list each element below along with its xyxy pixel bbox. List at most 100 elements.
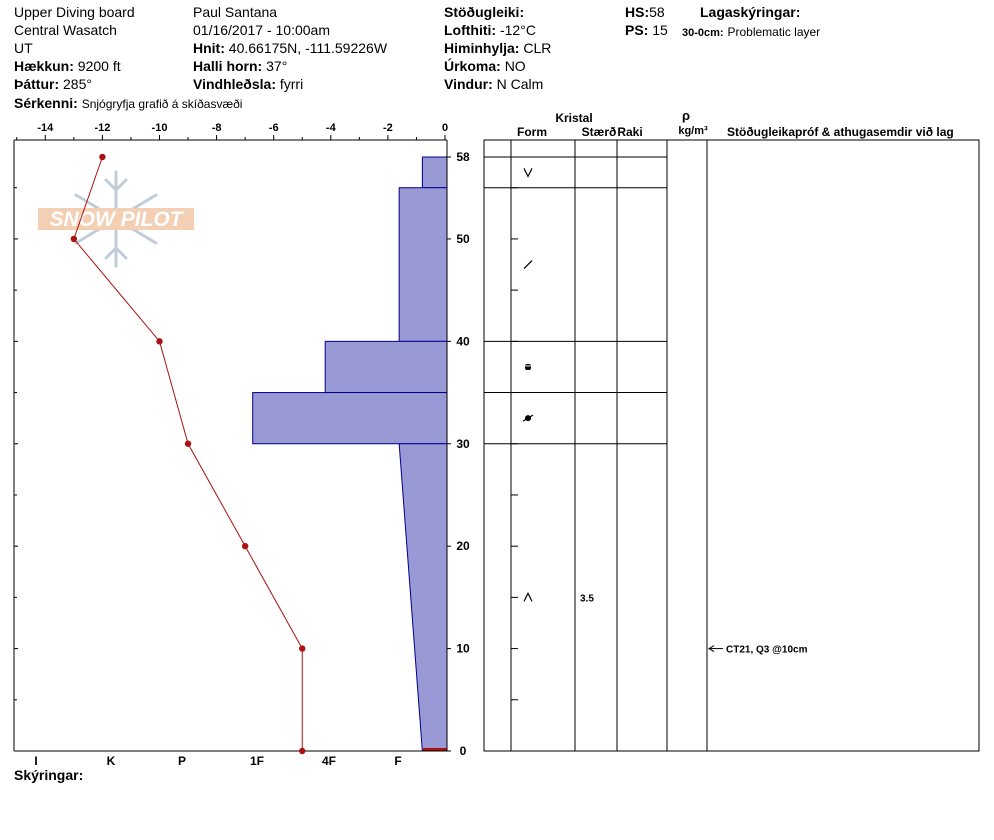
hardness-tick-label: 1F: [250, 754, 264, 768]
size-header: Stærð: [582, 125, 617, 139]
stability-test-label: CT21, Q3 @10cm: [726, 645, 808, 656]
hardness-tick-label: 4F: [322, 754, 336, 768]
grain-symbol-melt-freeze-icon: [525, 363, 531, 370]
form-header: Form: [517, 125, 547, 139]
hardness-bar: [398, 187, 448, 342]
temperature-point: [184, 440, 192, 447]
hs-row: HS:58: [625, 3, 665, 21]
observer-name: Paul Santana: [193, 4, 278, 20]
temperature-point: [241, 542, 249, 550]
sky-label: Himinhylja:: [444, 40, 520, 56]
features-value: Snjógryfja grafið á skíðasvæði: [81, 97, 243, 111]
observation-datetime: 01/16/2017 - 10:00am: [193, 22, 330, 38]
temp-tick-label: -12: [94, 122, 110, 134]
layer-note-row: 30-0cm: Problematic layer: [682, 22, 820, 42]
hs-value: 58: [649, 4, 665, 20]
temp-tick-label: -4: [326, 122, 337, 134]
temperature-point: [99, 153, 106, 161]
temperature-point: [299, 645, 306, 652]
density-symbol: ρ: [682, 108, 690, 123]
ps-label: PS:: [625, 22, 649, 38]
wind-value: N Calm: [496, 76, 544, 92]
layer-note-range: 30-0cm:: [682, 27, 724, 39]
slope-row: Halli horn: 37°: [193, 57, 287, 75]
hardness-tick-label: P: [178, 754, 186, 768]
hardness-bar: [324, 340, 448, 394]
aspect-row: Þáttur: 285°: [14, 75, 92, 93]
elevation-value: 9200 ft: [77, 58, 121, 74]
temperature-line: [73, 156, 303, 751]
hardness-bar: [421, 156, 448, 189]
hardness-tick-label: K: [107, 754, 116, 768]
logo-text: SNOW PILOT: [50, 208, 185, 231]
grain-size-label: 3.5: [580, 593, 594, 604]
crystal-header: Kristal: [555, 111, 592, 125]
temperature-point: [70, 235, 78, 243]
grain-symbol-faceted-icon: [523, 592, 533, 602]
precip-value: NO: [504, 58, 526, 74]
hardness-bar: [398, 443, 448, 752]
temp-tick-label: -6: [269, 122, 279, 134]
wind-row: Vindur: N Calm: [444, 75, 543, 93]
rf-slash: [522, 414, 534, 422]
ps-row: PS: 15: [625, 21, 668, 39]
temp-tick-label: 0: [442, 122, 448, 134]
mf-shape: [525, 363, 531, 370]
features-row: Sérkenni: Snjógryfja grafið á skíðasvæði: [14, 94, 242, 113]
temp-tick-label: -2: [383, 122, 393, 134]
moisture-header: Raki: [617, 125, 642, 139]
state-name: UT: [14, 40, 33, 56]
temp-tick-label: -10: [152, 122, 168, 134]
ps-value: 15: [652, 22, 668, 38]
temperature-point: [299, 747, 306, 755]
sky-value: CLR: [523, 40, 552, 56]
depth-tick-label: 50: [456, 232, 470, 246]
snowpilot-logo: SNOW PILOT: [38, 170, 194, 268]
coords-row: Hnit: 40.66175N, -111.59226W: [193, 39, 387, 57]
air-temp-label: Lofthiti:: [444, 22, 497, 38]
air-temp-value: -12°C: [499, 22, 536, 38]
precip-row: Úrkoma: NO: [444, 57, 526, 75]
depth-tick-label: 30: [456, 437, 470, 451]
wind-loading-value: fyrri: [279, 76, 304, 92]
temperature-point: [156, 338, 163, 345]
grain-symbol-rounding-faceted-icon: [522, 414, 534, 422]
air-temp-row: Lofthiti: -12°C: [444, 21, 536, 39]
aspect-label: Þáttur:: [14, 76, 60, 92]
notes-row: Skýringar:: [14, 766, 83, 784]
logo-band: [38, 208, 194, 230]
depth-tick-label: 20: [456, 539, 470, 553]
coords-value: 40.66175N, -111.59226W: [228, 40, 388, 56]
sky-row: Himinhylja: CLR: [444, 39, 551, 57]
depth-tick-label: 10: [456, 642, 470, 656]
slope-label: Halli horn:: [193, 58, 263, 74]
hardness-tick-label: I: [34, 754, 37, 768]
precip-label: Úrkoma:: [444, 58, 501, 74]
wind-label: Vindur:: [444, 76, 493, 92]
hardness-bar: [252, 392, 448, 445]
grain-symbol-depth-hoar-icon: [523, 168, 533, 178]
grain-symbol-decomposing-icon: [523, 260, 533, 269]
site-name: Upper Diving board: [14, 4, 135, 20]
wind-loading-row: Vindhleðsla: fyrri: [193, 75, 303, 93]
table-frame: [483, 139, 980, 752]
depth-tick-label: 40: [456, 334, 470, 348]
elevation-label: Hækkun:: [14, 58, 74, 74]
layer-note-text: Problematic layer: [727, 25, 821, 39]
temp-tick-label: -14: [37, 122, 54, 134]
caret-stroke: [523, 592, 533, 602]
wind-loading-label: Vindhleðsla:: [193, 76, 276, 92]
test-arrow-head: [708, 645, 715, 653]
features-label: Sérkenni:: [14, 95, 78, 111]
v-stroke: [523, 168, 533, 178]
density-unit: kg/m³: [678, 125, 708, 137]
hardness-tick-label: F: [394, 754, 401, 768]
notes-label: Skýringar:: [14, 767, 84, 783]
ground-line: [423, 748, 447, 751]
stability-label: Stöðugleiki:: [444, 4, 525, 20]
stability-row: Stöðugleiki:: [444, 3, 524, 21]
tests-header: Stöðugleikapróf & athugasemdir við lag: [727, 125, 954, 139]
slash-stroke: [523, 260, 533, 269]
coords-label: Hnit:: [193, 40, 225, 56]
